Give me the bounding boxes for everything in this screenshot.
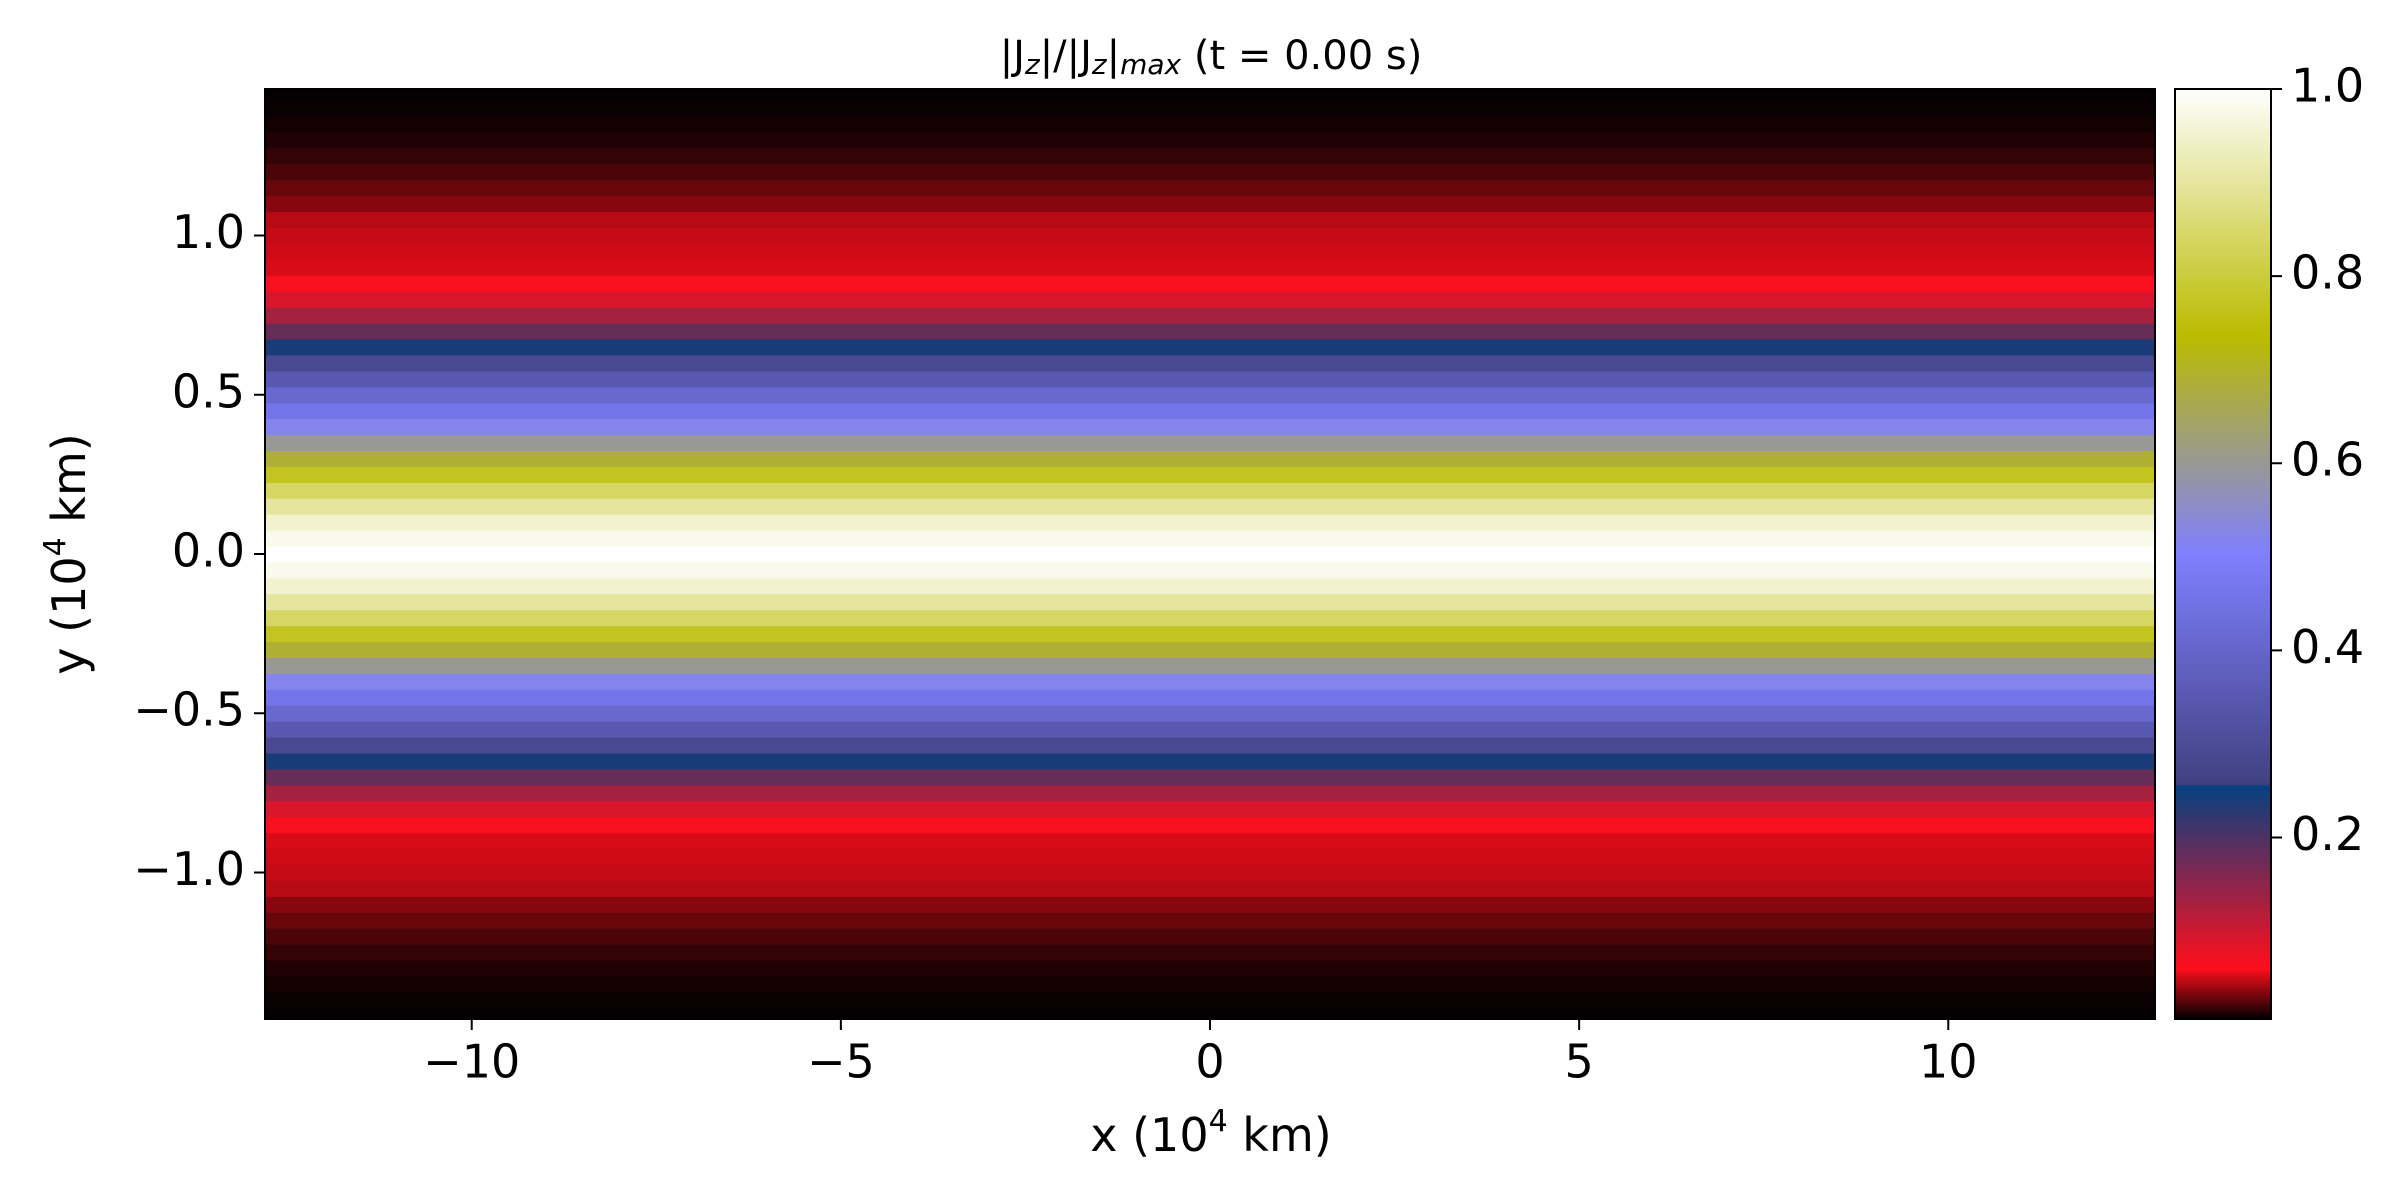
heat-band (265, 848, 2155, 866)
heat-band (265, 195, 2155, 213)
x-tick-label: 5 (1565, 1035, 1594, 1089)
x-tick-label: 10 (1919, 1035, 1978, 1089)
x-axis-label: x (104 km) (1090, 1104, 1331, 1162)
heat-band (265, 306, 2155, 324)
colorbar-tick-label: 0.8 (2291, 246, 2364, 300)
title-part: | (1107, 33, 1120, 79)
heat-band (265, 625, 2155, 643)
heat-band (265, 497, 2155, 515)
heat-band (265, 242, 2155, 260)
heat-band (265, 465, 2155, 483)
heat-band (265, 577, 2155, 595)
chart-title: |Jz|/|Jz|max (t = 0.00 s) (1000, 33, 1423, 81)
title-part: z (1091, 48, 1108, 81)
heat-band (265, 131, 2155, 149)
y-tick-label: 0.5 (172, 364, 245, 418)
heat-band (265, 593, 2155, 611)
heat-band (265, 529, 2155, 547)
heat-band (265, 386, 2155, 404)
heat-band (265, 657, 2155, 674)
heat-band (265, 672, 2155, 690)
x-tick-label: −10 (423, 1035, 520, 1089)
heat-band (265, 911, 2155, 929)
heat-band (265, 816, 2155, 834)
y-tick-label: 1.0 (172, 205, 245, 259)
heat-band (265, 943, 2155, 961)
heat-band (265, 338, 2155, 356)
heat-band (265, 89, 2155, 101)
heat-band (265, 864, 2155, 881)
heat-band (265, 784, 2155, 802)
heat-band (265, 704, 2155, 722)
heat-band (265, 481, 2155, 499)
heat-band (265, 832, 2155, 850)
heat-band (265, 99, 2155, 117)
heat-band (265, 800, 2155, 818)
heat-band (265, 227, 2155, 244)
heat-band (265, 402, 2155, 420)
label-part: 4 (1209, 1104, 1228, 1139)
title-part: |J (1000, 33, 1025, 79)
label-part: km) (1228, 1108, 1332, 1162)
y-axis-label: y (104 km) (38, 433, 96, 674)
heat-band (265, 768, 2155, 786)
heat-band (265, 258, 2155, 276)
heatmap (265, 89, 2155, 1019)
colorbar-tick-label: 1.0 (2291, 59, 2364, 113)
heat-band (265, 1007, 2155, 1019)
heat-band (265, 959, 2155, 977)
title-part: z (1024, 48, 1041, 81)
label-part: y (10 (42, 556, 96, 674)
title-part: (t = 0.00 s) (1181, 33, 1422, 79)
title-part: max (1120, 48, 1181, 81)
y-tick-label: −0.5 (133, 683, 245, 737)
heat-band (265, 879, 2155, 897)
x-tick-label: −5 (807, 1035, 875, 1089)
heat-band (265, 927, 2155, 945)
heat-band (265, 513, 2155, 531)
heat-band (265, 147, 2155, 165)
heat-band (265, 752, 2155, 770)
colorbar-tick-label: 0.4 (2291, 620, 2364, 674)
label-part: 4 (38, 537, 73, 556)
heat-band (265, 418, 2155, 436)
heat-band (265, 211, 2155, 229)
heat-band (265, 895, 2155, 913)
title-part: |/|J (1040, 33, 1092, 79)
y-tick-label: −1.0 (133, 842, 245, 896)
colorbar-tick-label: 0.2 (2291, 807, 2364, 861)
heat-band (265, 322, 2155, 340)
y-tick-label: 0.0 (172, 524, 245, 578)
colorbar-tick-label: 0.6 (2291, 433, 2364, 487)
heat-band (265, 545, 2155, 563)
heat-band (265, 163, 2155, 181)
label-part: km) (42, 433, 96, 537)
heat-band (265, 115, 2155, 133)
heat-band (265, 561, 2155, 579)
heat-band (265, 434, 2155, 451)
colorbar (2174, 88, 2272, 1020)
heat-band (265, 975, 2155, 993)
heat-band (265, 449, 2155, 467)
heat-band (265, 688, 2155, 706)
heat-band (265, 736, 2155, 754)
x-tick-label: 0 (1195, 1035, 1224, 1089)
heat-band (265, 641, 2155, 659)
heat-band (265, 290, 2155, 308)
heat-band (265, 179, 2155, 197)
heat-band (265, 370, 2155, 388)
heat-band (265, 354, 2155, 372)
heat-band (265, 609, 2155, 627)
label-part: x (10 (1090, 1108, 1208, 1162)
heat-band (265, 274, 2155, 292)
heat-band (265, 720, 2155, 738)
heat-band (265, 991, 2155, 1009)
